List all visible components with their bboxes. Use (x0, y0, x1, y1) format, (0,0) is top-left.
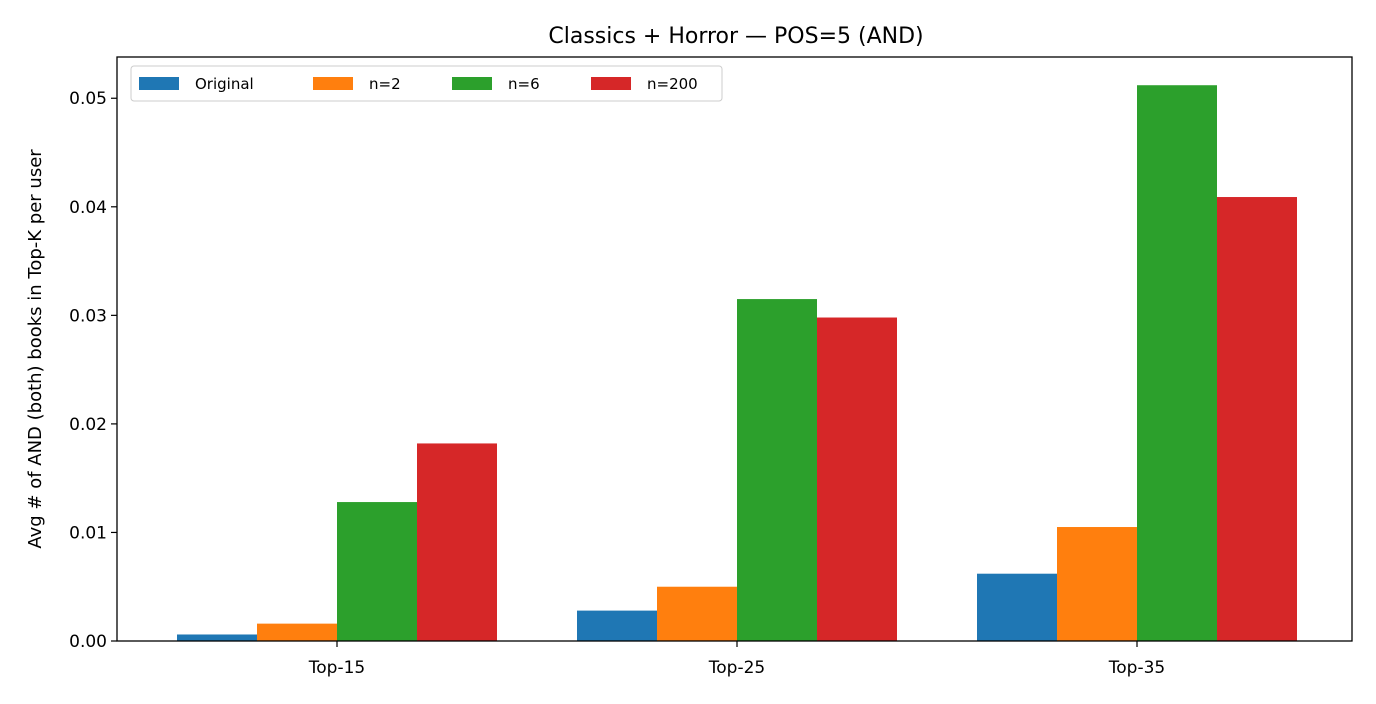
legend: Original n=2 n=6 n=200 (130, 65, 723, 102)
bar-n=2-Top-35 (1057, 527, 1137, 641)
y-tick-label: 0.02 (69, 415, 107, 435)
legend-swatch-n=2 (313, 77, 353, 90)
legend-label-Original: Original (195, 75, 254, 93)
bars (177, 85, 1297, 642)
y-axis-label: Avg # of AND (both) books in Top-K per u… (25, 149, 46, 549)
legend-swatch-Original (139, 77, 179, 90)
x-tick-label: Top-15 (308, 658, 365, 678)
x-tick-label: Top-25 (708, 658, 765, 678)
chart-title: Classics + Horror — POS=5 (AND) (548, 24, 923, 49)
y-tick-label: 0.01 (69, 523, 107, 543)
legend-label-n=2: n=2 (369, 75, 401, 93)
bar-n=200-Top-35 (1217, 197, 1297, 642)
legend-box (130, 65, 723, 102)
bar-n=2-Top-15 (257, 623, 337, 641)
bar-n=6-Top-25 (737, 299, 817, 641)
bar-n=2-Top-25 (657, 586, 737, 641)
bar-Original-Top-15 (177, 634, 257, 641)
bar-n=6-Top-35 (1137, 85, 1217, 642)
bar-Original-Top-25 (577, 610, 657, 641)
legend-swatch-n=200 (591, 77, 631, 90)
bar-n=6-Top-15 (337, 502, 417, 641)
y-tick-label: 0.00 (69, 632, 107, 652)
y-tick-label: 0.05 (69, 89, 107, 109)
legend-swatch-n=6 (452, 77, 492, 90)
legend-label-n=6: n=6 (508, 75, 540, 93)
bar-n=200-Top-25 (817, 317, 897, 641)
bar-Original-Top-35 (977, 573, 1057, 641)
bar-n=200-Top-15 (417, 443, 497, 641)
legend-label-n=200: n=200 (647, 75, 698, 93)
y-tick-label: 0.04 (69, 198, 107, 218)
axes: 0.00 0.01 0.02 0.03 0.04 0.05 Top-15 Top-25 Top-… (69, 56, 1353, 678)
x-tick-label: Top-35 (1108, 658, 1165, 678)
plot-frame (116, 56, 1353, 642)
y-tick-label: 0.03 (69, 306, 107, 326)
